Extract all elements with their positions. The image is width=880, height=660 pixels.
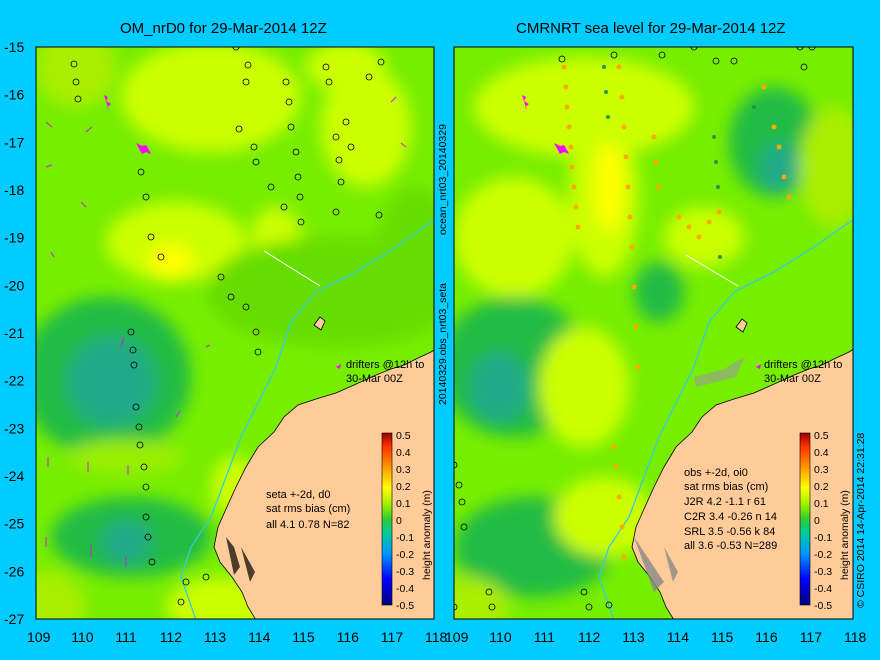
panel2-map (454, 47, 853, 619)
colorbar-tick-label: 0.4 (396, 447, 411, 459)
lon-tick-label: 116 (755, 629, 778, 645)
colorbar-tick-label: -0.5 (814, 600, 832, 612)
colorbar-tick-label: -0.2 (814, 549, 832, 561)
lat-tick-label: -22 (4, 373, 24, 389)
panel1-map (36, 47, 434, 619)
lat-tick-label: -24 (4, 468, 24, 484)
svg-text:all 3.6 -0.53 N=289: all 3.6 -0.53 N=289 (684, 540, 777, 552)
colorbar-tick-label: 0.3 (814, 464, 829, 476)
panel1-stats: seta +-2d, d0 sat rms bias (cm) all 4.1 … (266, 489, 350, 531)
lat-tick-label: -16 (4, 87, 24, 103)
lon-tick-label: 115 (292, 629, 315, 645)
colorbar-tick-label: 0.1 (396, 498, 411, 510)
svg-text:seta +-2d, d0: seta +-2d, d0 (266, 489, 331, 501)
panel1-colorbar: 0.5 0.4 0.3 0.2 0.1 0 -0.1 -0.2 -0.3 -0.4 -0.5 hei… (381, 430, 433, 612)
panel1-side-label-obs: 20140329.obs_nrt03_seta (437, 283, 449, 405)
lon-tick-label: 114 (248, 629, 271, 645)
panel1-title: OM_nrD0 for 29-Mar-2014 12Z (120, 20, 327, 37)
lon-tick-label: 114 (667, 629, 690, 645)
panel1-side-label: ocean_nrt03_20140329 (437, 124, 449, 235)
svg-text:drifters @12h to: drifters @12h to (764, 359, 842, 371)
lat-tick-label: -25 (4, 516, 24, 532)
colorbar-tick-label: 0.5 (396, 430, 411, 442)
colorbar-tick-label: -0.4 (396, 583, 414, 595)
svg-text:C2R 3.4 -0.26 n 14: C2R 3.4 -0.26 n 14 (684, 511, 777, 523)
lon-tick-label: 113 (622, 629, 645, 645)
lon-tick-label: 112 (578, 629, 601, 645)
lon-tick-label: 113 (204, 629, 227, 645)
colorbar-tick-label: 0 (814, 515, 820, 527)
lat-tick-label: -27 (4, 611, 24, 627)
svg-text:sat rms bias (cm): sat rms bias (cm) (266, 503, 350, 515)
lon-tick-label: 116 (337, 629, 360, 645)
lon-tick-label: 111 (534, 629, 555, 645)
lon-tick-label: 118 (425, 629, 448, 645)
colorbar-label: height anomaly (m) (421, 490, 433, 580)
svg-text:30-Mar 00Z: 30-Mar 00Z (346, 373, 403, 385)
svg-text:SRL 3.5 -0.56 k 84: SRL 3.5 -0.56 k 84 (684, 526, 775, 538)
colorbar-label: height anomaly (m) (839, 490, 851, 580)
panel1-drifters-note: drifters @12h to 30-Mar 00Z (346, 359, 424, 385)
colorbar-tick-label: -0.5 (396, 600, 414, 612)
lat-tick-label: -26 (4, 563, 24, 579)
svg-text:30-Mar 00Z: 30-Mar 00Z (764, 373, 821, 385)
svg-text:J2R 4.2 -1.1 r 61: J2R 4.2 -1.1 r 61 (684, 496, 766, 508)
lat-tick-label: -20 (4, 277, 24, 293)
colorbar-tick-label: -0.2 (396, 549, 414, 561)
lon-tick-label: 109 (27, 629, 51, 645)
lat-tick-label: -17 (4, 134, 24, 150)
svg-text:obs +-2d, oi0: obs +-2d, oi0 (684, 467, 748, 479)
lon-tick-label: 110 (489, 629, 512, 645)
lon-tick-label: 117 (800, 629, 823, 645)
lon-tick-label: 115 (711, 629, 734, 645)
lat-tick-label: -18 (4, 182, 24, 198)
colorbar-tick-label: -0.1 (814, 532, 832, 544)
lon-tick-label: 110 (71, 629, 94, 645)
lon-tick-label: 111 (115, 629, 136, 645)
svg-text:sat rms bias (cm): sat rms bias (cm) (684, 481, 768, 493)
colorbar-tick-label: 0.2 (814, 481, 829, 493)
lon-tick-label: 112 (160, 629, 183, 645)
colorbar-tick-label: 0.2 (396, 481, 411, 493)
colorbar-tick-label: 0.4 (814, 447, 829, 459)
lon-tick-label: 118 (844, 629, 867, 645)
lat-tick-label: -23 (4, 420, 24, 436)
lon-tick-label: 109 (445, 629, 469, 645)
lat-tick-label: -19 (4, 230, 24, 246)
colorbar-tick-label: 0.3 (396, 464, 411, 476)
svg-text:all 4.1 0.78 N=82: all 4.1 0.78 N=82 (266, 519, 349, 531)
lat-tick-label: -15 (4, 39, 24, 55)
colorbar-tick-label: 0.1 (814, 498, 829, 510)
panel2-side-label: © CSIRO 2014 14-Apr-2014 22:31:28 (855, 433, 867, 608)
colorbar-tick-label: 0 (396, 515, 402, 527)
panel2-drifters-note: drifters @12h to 30-Mar 00Z (764, 359, 842, 385)
panel2-title: CMRNRT sea level for 29-Mar-2014 12Z (516, 20, 786, 37)
panel2-stats: obs +-2d, oi0 sat rms bias (cm) J2R 4.2 … (684, 467, 777, 552)
panel2-colorbar: 0.5 0.4 0.3 0.2 0.1 0 -0.1 -0.2 -0.3 -0.4 -0.5 hei… (799, 430, 851, 612)
colorbar-tick-label: -0.4 (814, 583, 832, 595)
lat-tick-label: -21 (4, 325, 24, 341)
colorbar-tick-label: -0.3 (396, 566, 414, 578)
svg-text:drifters @12h to: drifters @12h to (346, 359, 424, 371)
lon-tick-label: 117 (381, 629, 404, 645)
colorbar-tick-label: 0.5 (814, 430, 829, 442)
colorbar-tick-label: -0.3 (814, 566, 832, 578)
colorbar-tick-label: -0.1 (396, 532, 414, 544)
axes: -15-16-17-18-19-20-21-22-23-24-25-26-271… (4, 39, 867, 645)
